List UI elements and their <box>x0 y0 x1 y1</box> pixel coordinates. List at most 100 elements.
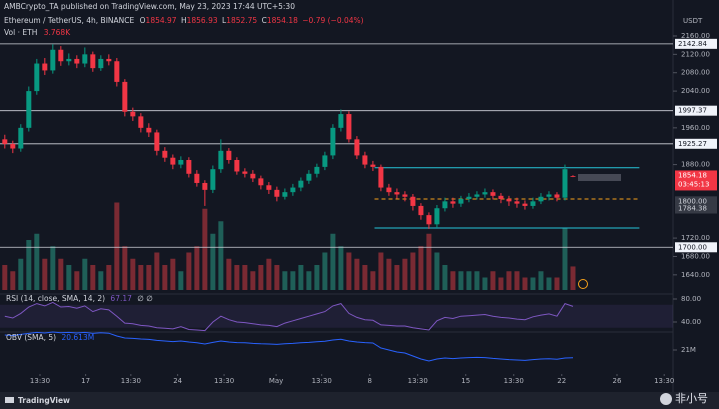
volume-bar <box>570 266 576 290</box>
volume-bar <box>146 265 152 290</box>
volume-bar <box>306 271 312 290</box>
volume-bar <box>354 258 360 290</box>
candle-body <box>418 205 424 216</box>
volume-bar <box>514 271 520 290</box>
volume-bar <box>10 271 16 290</box>
symbol-line: Ethereum / TetherUS, 4h, BINANCE O1854.9… <box>4 16 364 25</box>
candle-body <box>290 187 296 193</box>
candle-body <box>130 111 136 117</box>
candle-body <box>90 54 96 69</box>
candle-body <box>282 192 288 197</box>
x-tick-label: 26 <box>613 377 622 385</box>
candle-body <box>498 195 504 200</box>
volume-bar <box>458 271 464 290</box>
brand: TradingView <box>18 396 70 405</box>
y-tick-label: 2160.00 <box>681 32 710 40</box>
candle-body <box>354 139 360 156</box>
volume-bar <box>266 258 272 290</box>
change: −0.79 (−0.04%) <box>302 16 363 25</box>
candle-body <box>10 143 16 149</box>
level-tag-label: 1800.00 <box>678 197 707 205</box>
watermark-icon <box>660 393 672 405</box>
volume-bar <box>338 246 344 290</box>
volume-bar <box>242 265 248 290</box>
candle-body <box>250 173 256 179</box>
candle-body <box>18 127 24 149</box>
volume-bar <box>442 265 448 290</box>
volume-bar <box>170 258 176 290</box>
volume-bar <box>490 271 496 290</box>
volume-value: 3.768K <box>44 28 71 37</box>
candle-body <box>170 157 176 165</box>
candle-body <box>138 116 144 128</box>
y-tick-label: 21M <box>681 346 696 354</box>
volume-line: Vol · ETH 3.768K <box>4 28 71 37</box>
candle-body <box>554 194 560 198</box>
candle-body <box>450 201 456 204</box>
x-tick-label: 13:30 <box>312 377 332 385</box>
candle-body <box>482 192 488 195</box>
candle-body <box>42 63 48 71</box>
candle-body <box>346 114 352 140</box>
obv-header: OBV (SMA, 5) 20.613M <box>6 333 94 342</box>
obv-value: 20.613M <box>61 333 94 342</box>
level-tag <box>675 38 717 49</box>
volume-bar <box>466 271 472 290</box>
volume-bar <box>482 277 488 290</box>
y-tick-label: 1680.00 <box>681 252 710 260</box>
x-tick-label: 13:30 <box>30 377 50 385</box>
level-tag <box>675 105 717 116</box>
candle-body <box>146 127 152 133</box>
x-tick-label: 13:30 <box>121 377 141 385</box>
volume-bar <box>250 271 256 290</box>
candle-body <box>154 132 160 151</box>
volume-bar <box>450 271 456 290</box>
volume-bar <box>226 258 232 290</box>
volume-bar <box>210 233 216 290</box>
x-tick-label: 15 <box>461 377 470 385</box>
level-tag-label: 1997.37 <box>678 107 707 115</box>
candle-body <box>522 203 528 206</box>
volume-bar <box>50 246 56 290</box>
volume-bar <box>562 227 568 290</box>
volume-bar <box>298 265 304 290</box>
y-tick-label: 1960.00 <box>681 124 710 132</box>
volume-bar <box>538 271 544 290</box>
candle-body <box>314 166 320 174</box>
candle-body <box>58 49 64 62</box>
candle-body <box>122 81 128 112</box>
candle-body <box>194 173 200 183</box>
candle-body <box>474 194 480 197</box>
volume-bar <box>402 258 408 290</box>
rsi-band <box>0 304 673 328</box>
x-tick-label: 22 <box>557 377 566 385</box>
candle-body <box>226 150 232 160</box>
candle-body <box>394 192 400 195</box>
indicator-line <box>4 331 574 362</box>
volume-bar <box>130 258 136 290</box>
y-tick-label: 2120.00 <box>681 50 710 58</box>
candle-body <box>210 169 216 190</box>
y-tick-label: 2080.00 <box>681 69 710 77</box>
candle-body <box>178 160 184 165</box>
candle-body <box>426 215 432 225</box>
volume-bar <box>370 271 376 290</box>
volume-bar <box>274 265 280 290</box>
watermark: 非小号 <box>675 392 708 405</box>
volume-bar <box>506 271 512 290</box>
ohlc-letter: H <box>181 16 187 25</box>
currency: USDT <box>683 17 703 25</box>
level-tag <box>675 203 717 214</box>
y-tick-label: 1880.00 <box>681 161 710 169</box>
volume-bar <box>498 277 504 290</box>
level-tag <box>675 196 717 207</box>
level-tag <box>675 242 717 253</box>
volume-label: Vol · ETH <box>4 28 37 37</box>
volume-bar <box>546 277 552 290</box>
y-tick-label: 40.00 <box>681 318 701 326</box>
ohlc-letter: C <box>262 16 267 25</box>
volume-bar <box>122 246 128 290</box>
volume-bar <box>346 252 352 290</box>
rsi-header: RSI (14, close, SMA, 14, 2) 67.17 ∅ ∅ <box>6 294 153 303</box>
